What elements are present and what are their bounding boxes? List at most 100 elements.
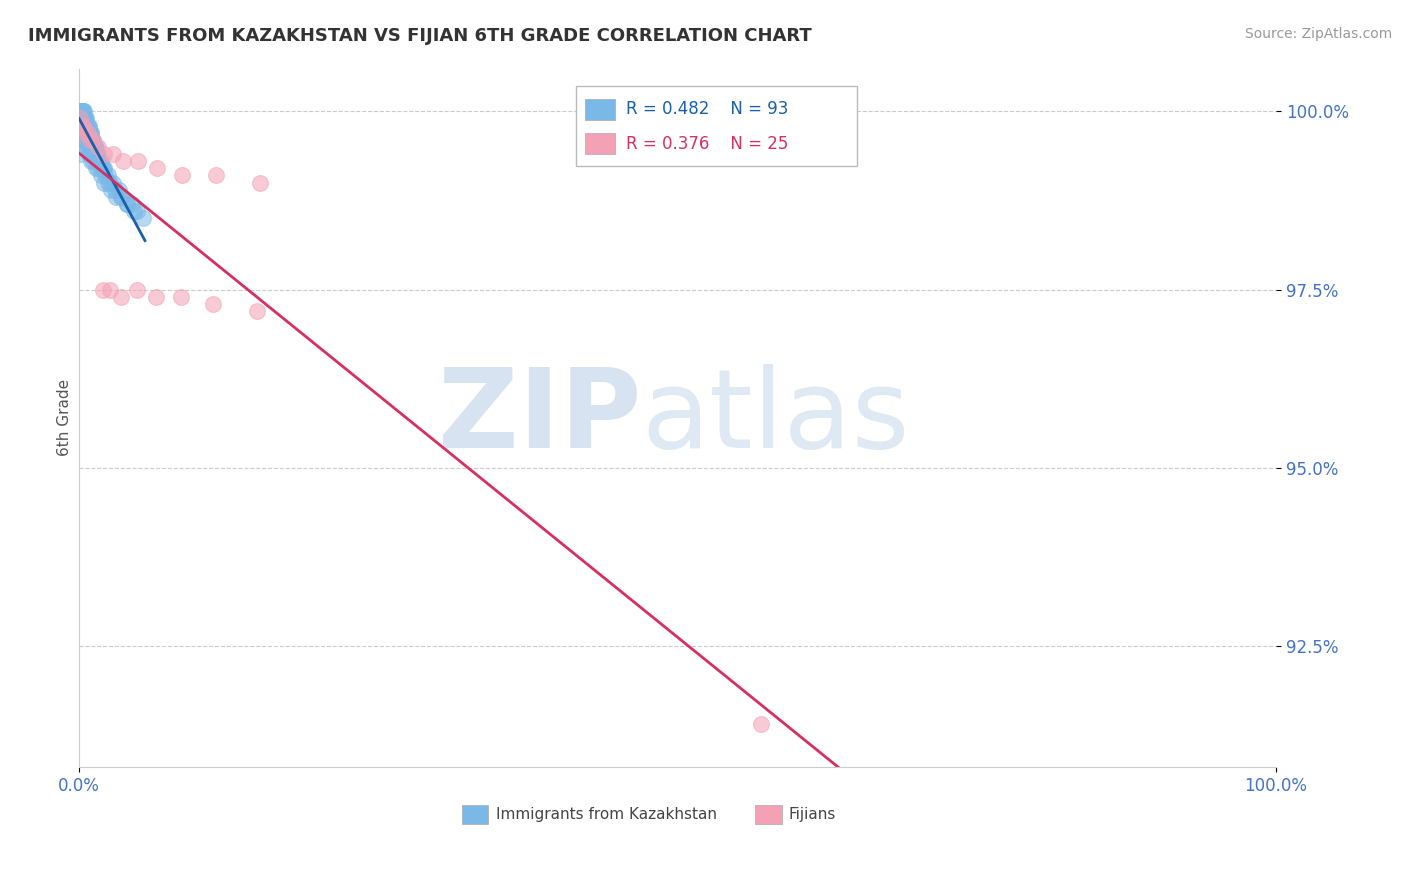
Point <box>73 119 96 133</box>
Point <box>146 161 169 176</box>
Text: R = 0.482    N = 93: R = 0.482 N = 93 <box>626 100 789 118</box>
Point <box>87 154 110 169</box>
Point <box>75 112 97 126</box>
Point <box>170 290 193 304</box>
Point <box>204 169 226 183</box>
Point <box>751 717 773 731</box>
Point <box>79 147 101 161</box>
Point <box>249 176 271 190</box>
Point <box>70 104 93 119</box>
Text: R = 0.376    N = 25: R = 0.376 N = 25 <box>626 135 789 153</box>
Bar <box>755 805 782 824</box>
Point <box>75 119 97 133</box>
Bar <box>576 86 858 166</box>
Point <box>69 104 91 119</box>
Point <box>111 190 134 204</box>
Point <box>75 119 97 133</box>
Point <box>72 126 94 140</box>
Point <box>104 183 127 197</box>
Point <box>75 133 97 147</box>
Point <box>73 119 96 133</box>
Point <box>75 126 97 140</box>
Point <box>72 104 94 119</box>
Point <box>93 176 115 190</box>
Point <box>70 119 93 133</box>
Point <box>82 133 104 147</box>
Point <box>73 104 96 119</box>
Point <box>86 147 108 161</box>
Point <box>70 126 93 140</box>
Point <box>72 119 94 133</box>
Point <box>69 104 91 119</box>
Point <box>80 154 103 169</box>
Point <box>97 169 120 183</box>
Point <box>77 147 100 161</box>
Point <box>80 133 103 147</box>
Point <box>110 290 132 304</box>
Point <box>76 126 98 140</box>
Text: Fijians: Fijians <box>789 807 837 822</box>
Point <box>125 283 148 297</box>
Point <box>79 126 101 140</box>
Point <box>75 112 97 126</box>
Point <box>70 104 93 119</box>
Point <box>79 133 101 147</box>
Point <box>90 154 112 169</box>
Point <box>75 126 97 140</box>
Point <box>93 147 115 161</box>
Point <box>91 161 114 176</box>
Point <box>107 183 129 197</box>
Point <box>73 112 96 126</box>
Point <box>86 147 108 161</box>
Point <box>69 147 91 161</box>
Point <box>145 290 167 304</box>
Point <box>75 119 97 133</box>
Point <box>84 161 107 176</box>
Point <box>94 169 117 183</box>
Point <box>89 154 111 169</box>
Point <box>121 197 143 211</box>
Point <box>69 112 91 126</box>
Point <box>77 119 100 133</box>
Point <box>69 112 91 126</box>
Point <box>202 297 225 311</box>
Point <box>70 112 93 126</box>
Point <box>84 147 107 161</box>
Point <box>75 126 97 140</box>
Point <box>72 119 94 133</box>
Point <box>98 283 121 297</box>
Point <box>76 126 98 140</box>
Point <box>115 197 138 211</box>
Point <box>83 140 105 154</box>
Point <box>110 190 132 204</box>
Point <box>82 133 104 147</box>
Text: Immigrants from Kazakhstan: Immigrants from Kazakhstan <box>496 807 717 822</box>
Point <box>127 154 149 169</box>
Point <box>72 119 94 133</box>
Point <box>82 133 104 147</box>
Bar <box>585 134 616 154</box>
Point <box>90 161 112 176</box>
Point <box>105 190 128 204</box>
Point <box>84 140 107 154</box>
Point <box>125 204 148 219</box>
Point <box>170 169 193 183</box>
Point <box>76 119 98 133</box>
Point <box>77 126 100 140</box>
Point <box>73 112 96 126</box>
Point <box>87 161 110 176</box>
Point <box>70 119 93 133</box>
Point <box>87 140 110 154</box>
Point <box>72 104 94 119</box>
Point <box>101 176 124 190</box>
Point <box>91 283 114 297</box>
Point <box>79 133 101 147</box>
Point <box>122 204 145 219</box>
Point <box>70 112 93 126</box>
Point <box>75 119 97 133</box>
Point <box>98 176 121 190</box>
Point <box>82 140 104 154</box>
Point <box>90 169 112 183</box>
Point <box>72 112 94 126</box>
Point <box>112 154 135 169</box>
